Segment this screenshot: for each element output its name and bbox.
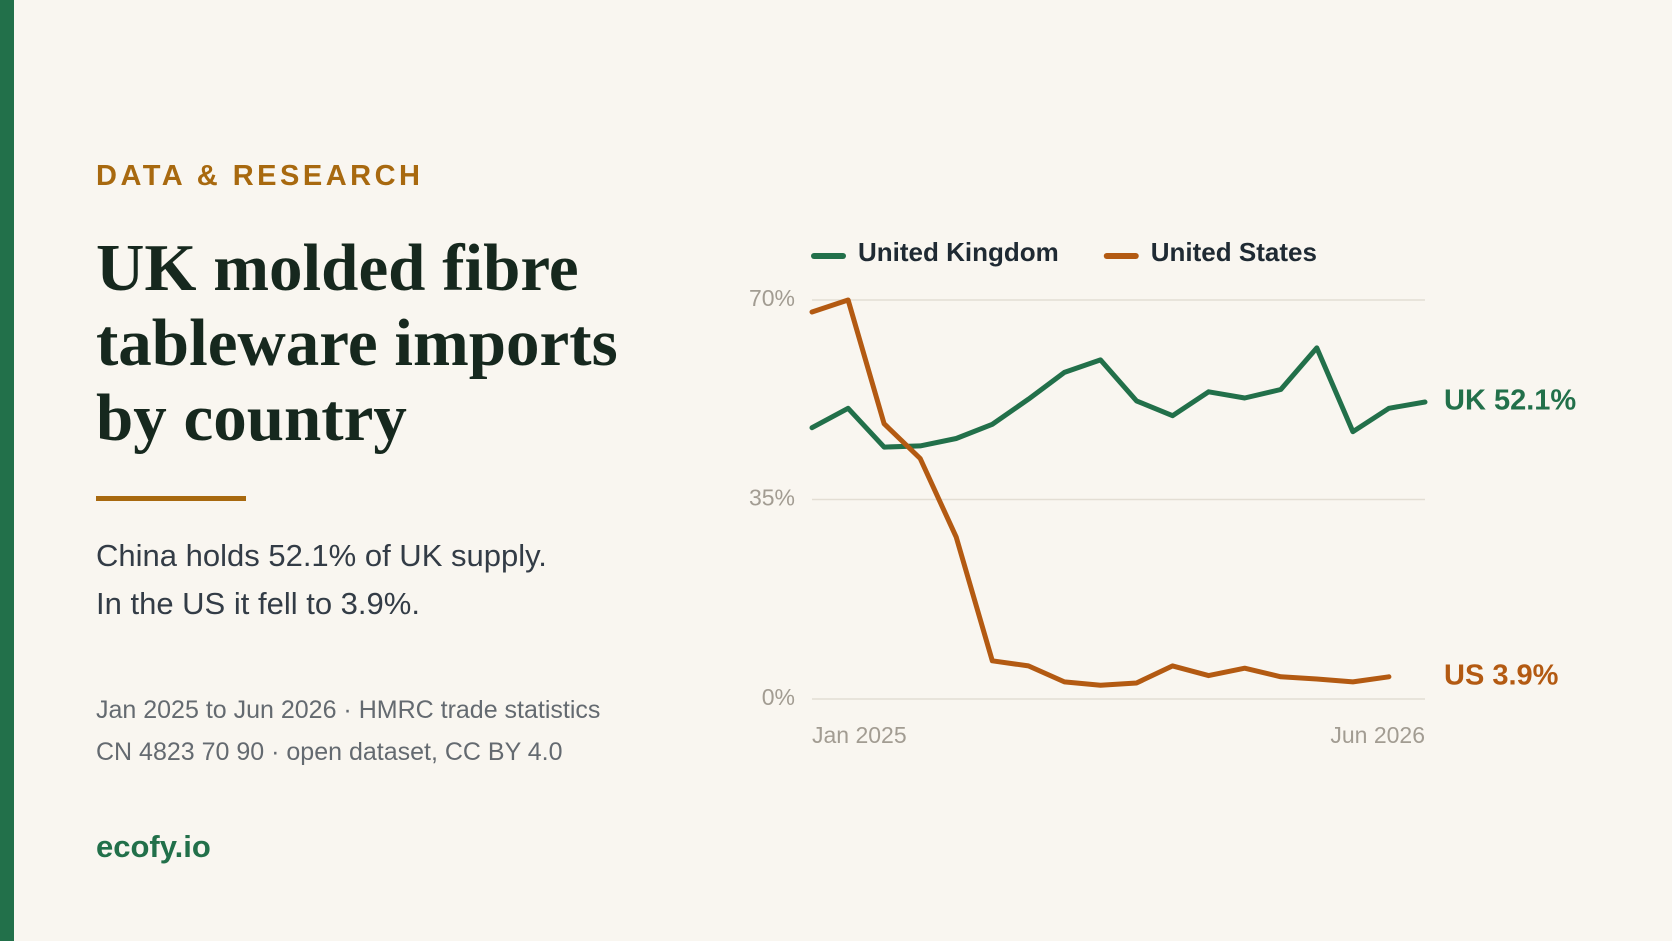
- subtitle-line: China holds 52.1% of UK supply.: [96, 538, 547, 573]
- x-tick-label: Jan 2025: [812, 722, 907, 748]
- end-label: UK 52.1%: [1444, 385, 1576, 417]
- legend-label: United States: [1151, 237, 1317, 267]
- title-line: UK molded fibre: [96, 231, 579, 305]
- y-tick-label: 35%: [749, 485, 795, 511]
- x-tick-label: Jun 2026: [1330, 722, 1425, 748]
- source-line: Jan 2025 to Jun 2026 · HMRC trade statis…: [96, 696, 601, 724]
- divider: [96, 496, 246, 501]
- brand: ecofy.io: [96, 829, 211, 864]
- line: [809, 297, 1392, 688]
- accent-bar: [0, 0, 14, 941]
- title-line: by country: [96, 381, 407, 455]
- source-line: CN 4823 70 90 · open dataset, CC BY 4.0: [96, 738, 563, 766]
- title-line: tableware imports: [96, 306, 618, 380]
- subtitle-line: In the US it fell to 3.9%.: [96, 586, 420, 621]
- end-label: US 3.9%: [1444, 659, 1559, 691]
- eyebrow: DATA & RESEARCH: [96, 160, 424, 192]
- y-tick-label: 70%: [749, 285, 795, 311]
- legend-label: United Kingdom: [858, 237, 1059, 267]
- line: [809, 345, 1428, 450]
- y-tick-label: 0%: [762, 684, 795, 710]
